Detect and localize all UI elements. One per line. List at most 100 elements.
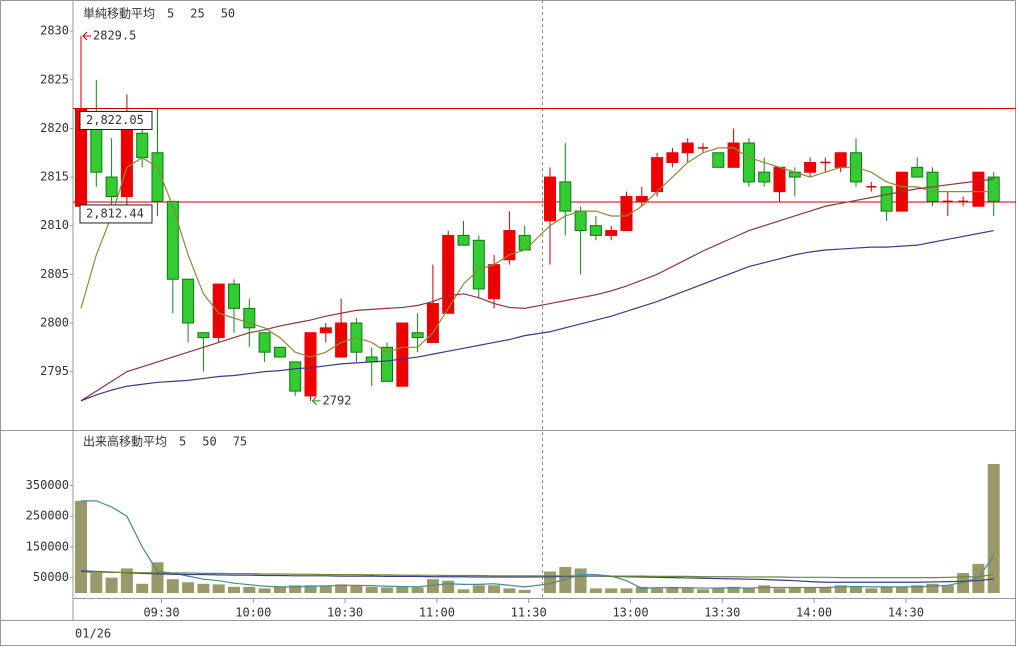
candle-body — [396, 322, 409, 387]
volume-bar — [742, 588, 755, 593]
volume-bar — [620, 588, 633, 593]
volume-bar — [472, 585, 485, 593]
candle-body — [166, 200, 179, 280]
moving-average — [80, 229, 994, 402]
volume-bar — [773, 588, 786, 593]
volume-bar — [697, 589, 709, 593]
y-tick-label: 250000 — [26, 509, 69, 523]
volume-bar — [228, 586, 240, 593]
volume-bar — [319, 585, 332, 593]
candle-body — [911, 166, 924, 178]
volume-bar — [651, 588, 664, 593]
volume-bar — [350, 585, 363, 593]
candle-body — [834, 152, 847, 168]
volume-bar — [197, 583, 210, 593]
volume-bar — [396, 586, 409, 593]
candle-body — [880, 186, 893, 212]
candle-body — [457, 234, 470, 246]
volume-bar — [136, 583, 149, 593]
volume-bar — [457, 589, 470, 593]
candle-body — [335, 322, 348, 358]
candle-body — [681, 142, 694, 154]
volume-bar — [788, 587, 801, 593]
volume-bar — [880, 587, 893, 593]
volume-bar — [166, 579, 179, 593]
y-tick-label: 2820 — [40, 121, 69, 135]
legend-entry: 50 — [221, 7, 235, 21]
volume-bar — [151, 562, 164, 593]
volume-bar — [834, 585, 847, 593]
candle-body — [151, 152, 164, 202]
volume-bar — [712, 588, 725, 593]
volume-bar — [426, 579, 439, 593]
y-tick-label: 2825 — [40, 72, 69, 86]
volume-bar — [258, 588, 271, 593]
x-tick-label: 10:30 — [327, 606, 363, 620]
candle-body — [381, 346, 393, 382]
candle-body — [488, 264, 501, 300]
candle-body — [559, 181, 572, 212]
price-box — [79, 204, 153, 224]
y-tick-label: 50000 — [33, 570, 69, 584]
moving-average — [80, 570, 994, 583]
volume-bar — [850, 586, 862, 593]
volume-bar — [574, 568, 587, 593]
candle-body — [742, 142, 755, 183]
volume-bar — [518, 589, 531, 593]
candle-body — [651, 157, 664, 193]
price-box-label: 2,822.05 — [86, 113, 144, 127]
volume-bar — [941, 585, 954, 593]
volume-bar — [865, 588, 878, 593]
volume-bar — [727, 586, 740, 593]
volume-bar — [605, 588, 618, 593]
candle-body — [197, 332, 210, 339]
candle-body — [472, 239, 485, 290]
candle-body — [120, 127, 133, 198]
volume-bar — [411, 587, 424, 593]
y-tick-label: 350000 — [26, 478, 69, 492]
annotation-arrow — [311, 396, 321, 406]
volume-bar — [212, 584, 225, 593]
candle-body — [243, 307, 256, 329]
moving-average — [81, 571, 994, 579]
volume-bar — [559, 566, 572, 593]
volume-bar — [972, 563, 985, 593]
y-tick-label: 2810 — [40, 218, 69, 232]
x-tick-label: 11:30 — [511, 606, 547, 620]
candle-body — [212, 283, 225, 339]
candle-body — [228, 283, 240, 309]
x-tick-label: 10:00 — [235, 606, 271, 620]
volume-bar — [120, 568, 133, 593]
volume-bar — [304, 585, 317, 593]
legend-title: 単純移動平均 — [83, 7, 155, 21]
volume-bar — [75, 500, 87, 593]
candle-body — [289, 361, 302, 392]
low-label: 2792 — [323, 393, 352, 407]
legend-entry: 50 — [202, 435, 216, 449]
candle-body — [442, 234, 455, 314]
volume-bar — [987, 463, 1000, 593]
price-box-label: 2,812.44 — [86, 206, 144, 220]
price-box — [79, 110, 153, 130]
volume-bar — [381, 587, 393, 593]
y-tick-label: 150000 — [26, 539, 69, 553]
legend-entry: 5 — [179, 435, 186, 449]
x-tick-label: 09:30 — [143, 606, 179, 620]
x-tick-label: 13:00 — [612, 606, 648, 620]
y-tick-label: 2805 — [40, 267, 69, 281]
x-tick-label: 14:00 — [796, 606, 832, 620]
candle-body — [518, 234, 531, 251]
candle-body — [182, 278, 195, 324]
candle-body — [319, 327, 332, 334]
candle-body — [758, 171, 771, 183]
candle-body — [804, 161, 817, 173]
volume-bar — [911, 585, 924, 593]
candle-body — [574, 210, 587, 232]
volume-bar — [335, 584, 348, 593]
volume-bar — [105, 577, 118, 593]
candle-body — [503, 230, 516, 261]
volume-bar — [503, 588, 516, 593]
volume-bar — [442, 580, 455, 593]
